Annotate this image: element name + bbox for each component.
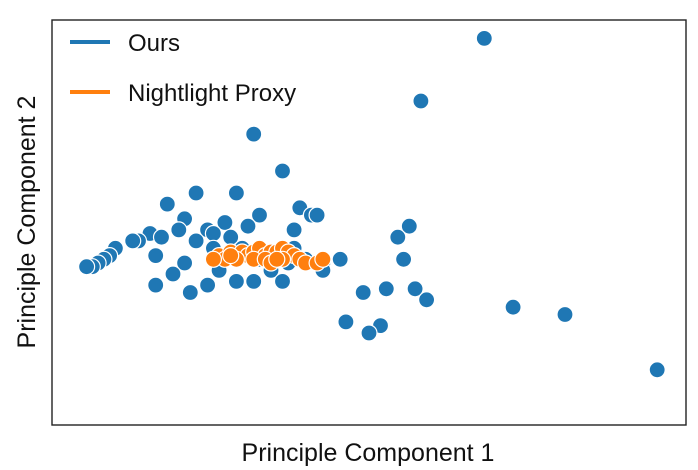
data-point-ours [227, 272, 245, 290]
series-ours [77, 29, 666, 379]
data-point-ours [556, 305, 574, 324]
data-point-ours [158, 195, 176, 213]
data-point-ours [164, 265, 182, 283]
data-point-ours [418, 291, 436, 309]
legend-label-ours: Ours [128, 30, 180, 57]
data-point-ours [152, 228, 171, 246]
data-point-ours [204, 224, 222, 243]
data-point-ours [176, 254, 194, 272]
data-point-ours [285, 221, 303, 239]
data-point-ours [216, 213, 234, 232]
data-point-ours [395, 250, 413, 268]
data-point-ours [400, 217, 418, 235]
legend: Ours Nightlight Proxy [70, 30, 296, 107]
data-point-ours [331, 250, 349, 268]
data-point-ours [308, 206, 326, 224]
data-point-ours [406, 280, 424, 298]
data-point-ours [475, 29, 493, 48]
data-point-nightlight-proxy [222, 247, 240, 265]
points-layer [77, 29, 666, 379]
data-point-ours [354, 283, 372, 302]
data-point-nightlight-proxy [268, 250, 286, 268]
data-point-ours [504, 298, 522, 316]
data-point-ours [181, 283, 199, 302]
data-point-ours [199, 276, 217, 294]
data-point-ours [377, 280, 395, 298]
data-point-ours [250, 206, 269, 224]
data-point-ours [187, 232, 205, 250]
data-point-ours [245, 272, 263, 290]
data-point-ours [239, 217, 257, 235]
y-axis-label: Principle Component 2 [13, 96, 41, 349]
data-point-ours [412, 92, 430, 110]
data-point-ours [360, 324, 378, 342]
data-point-ours [170, 221, 188, 239]
plot-frame [51, 19, 687, 426]
data-point-ours [187, 184, 205, 202]
data-point-ours [147, 276, 165, 294]
data-point-ours [227, 184, 245, 202]
data-point-ours [147, 247, 165, 265]
data-point-ours [245, 125, 263, 143]
legend-label-nightlight-proxy: Nightlight Proxy [128, 80, 296, 107]
data-point-ours [273, 272, 292, 290]
data-point-ours [648, 361, 666, 379]
series-nightlight-proxy [204, 239, 332, 272]
data-point-ours [273, 162, 292, 180]
data-point-ours [77, 258, 96, 276]
data-point-ours [389, 228, 407, 246]
data-point-ours [337, 313, 355, 331]
x-axis-label: Principle Component 1 [242, 439, 495, 467]
data-point-ours [124, 232, 142, 250]
data-point-nightlight-proxy [314, 250, 332, 268]
data-point-nightlight-proxy [204, 250, 222, 268]
